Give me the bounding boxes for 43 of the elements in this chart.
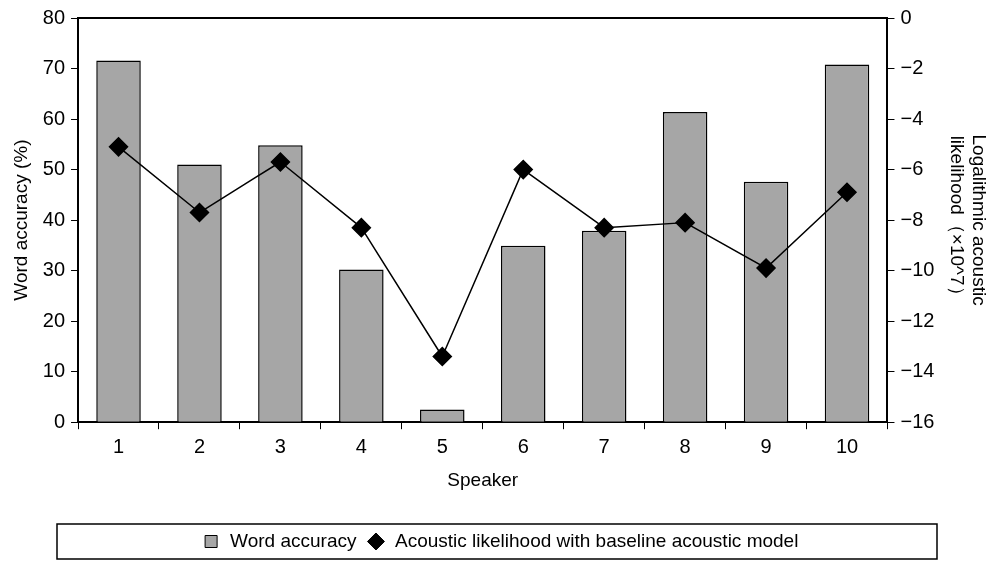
point: [675, 212, 695, 233]
y2-tick-label: −16: [900, 409, 935, 432]
y-tick-label: 60: [42, 106, 66, 129]
point: [270, 152, 291, 172]
point: [189, 202, 210, 223]
x-tick-label: 1: [112, 434, 125, 457]
y-tick-label: 0: [53, 409, 66, 432]
y-axis-title: Word accuracy (%): [9, 139, 31, 301]
x-tick-label: 10: [835, 434, 859, 457]
y-tick-label: 50: [42, 157, 66, 180]
x-tick-label: 8: [679, 434, 691, 457]
point: [432, 346, 453, 367]
y2-axis-title: Logalithmic acoustic likelihood（×10^7）: [946, 134, 991, 306]
legend-label: Acoustic likelihood with baseline acoustic model: [394, 529, 799, 551]
y-tick-label: 80: [42, 5, 66, 28]
point: [594, 217, 614, 238]
y2-tick-label: −6: [900, 157, 924, 180]
x-tick-label: 3: [274, 434, 286, 457]
y2-tick-label: −8: [900, 207, 924, 230]
point: [108, 137, 129, 157]
y2-tick-label: −10: [900, 258, 935, 281]
legend-label: Word accuracy: [230, 529, 357, 551]
y2-tick-label: 0: [900, 5, 912, 28]
y2-tick-label: −12: [900, 308, 935, 331]
y2-tick-label: −2: [900, 56, 924, 79]
x-tick-label: 2: [193, 434, 206, 457]
x-tick-label: 6: [517, 434, 529, 457]
point: [837, 182, 857, 203]
y-tick-label: 20: [42, 308, 66, 331]
x-tick-label: 7: [598, 434, 610, 457]
x-tick-label: 5: [436, 434, 448, 457]
point: [756, 258, 776, 278]
point: [513, 159, 533, 180]
y-tick-label: 40: [42, 207, 66, 230]
x-tick-label: 4: [355, 434, 367, 457]
y2-tick-label: −14: [900, 359, 935, 382]
y-tick-label: 10: [42, 359, 66, 382]
y2-tick-label: −4: [900, 106, 924, 129]
y-tick-label: 70: [42, 56, 66, 79]
y-tick-label: 30: [42, 258, 66, 281]
x-tick-label: 9: [760, 434, 772, 457]
point: [351, 217, 372, 238]
x-axis-title: Speaker: [447, 468, 519, 490]
